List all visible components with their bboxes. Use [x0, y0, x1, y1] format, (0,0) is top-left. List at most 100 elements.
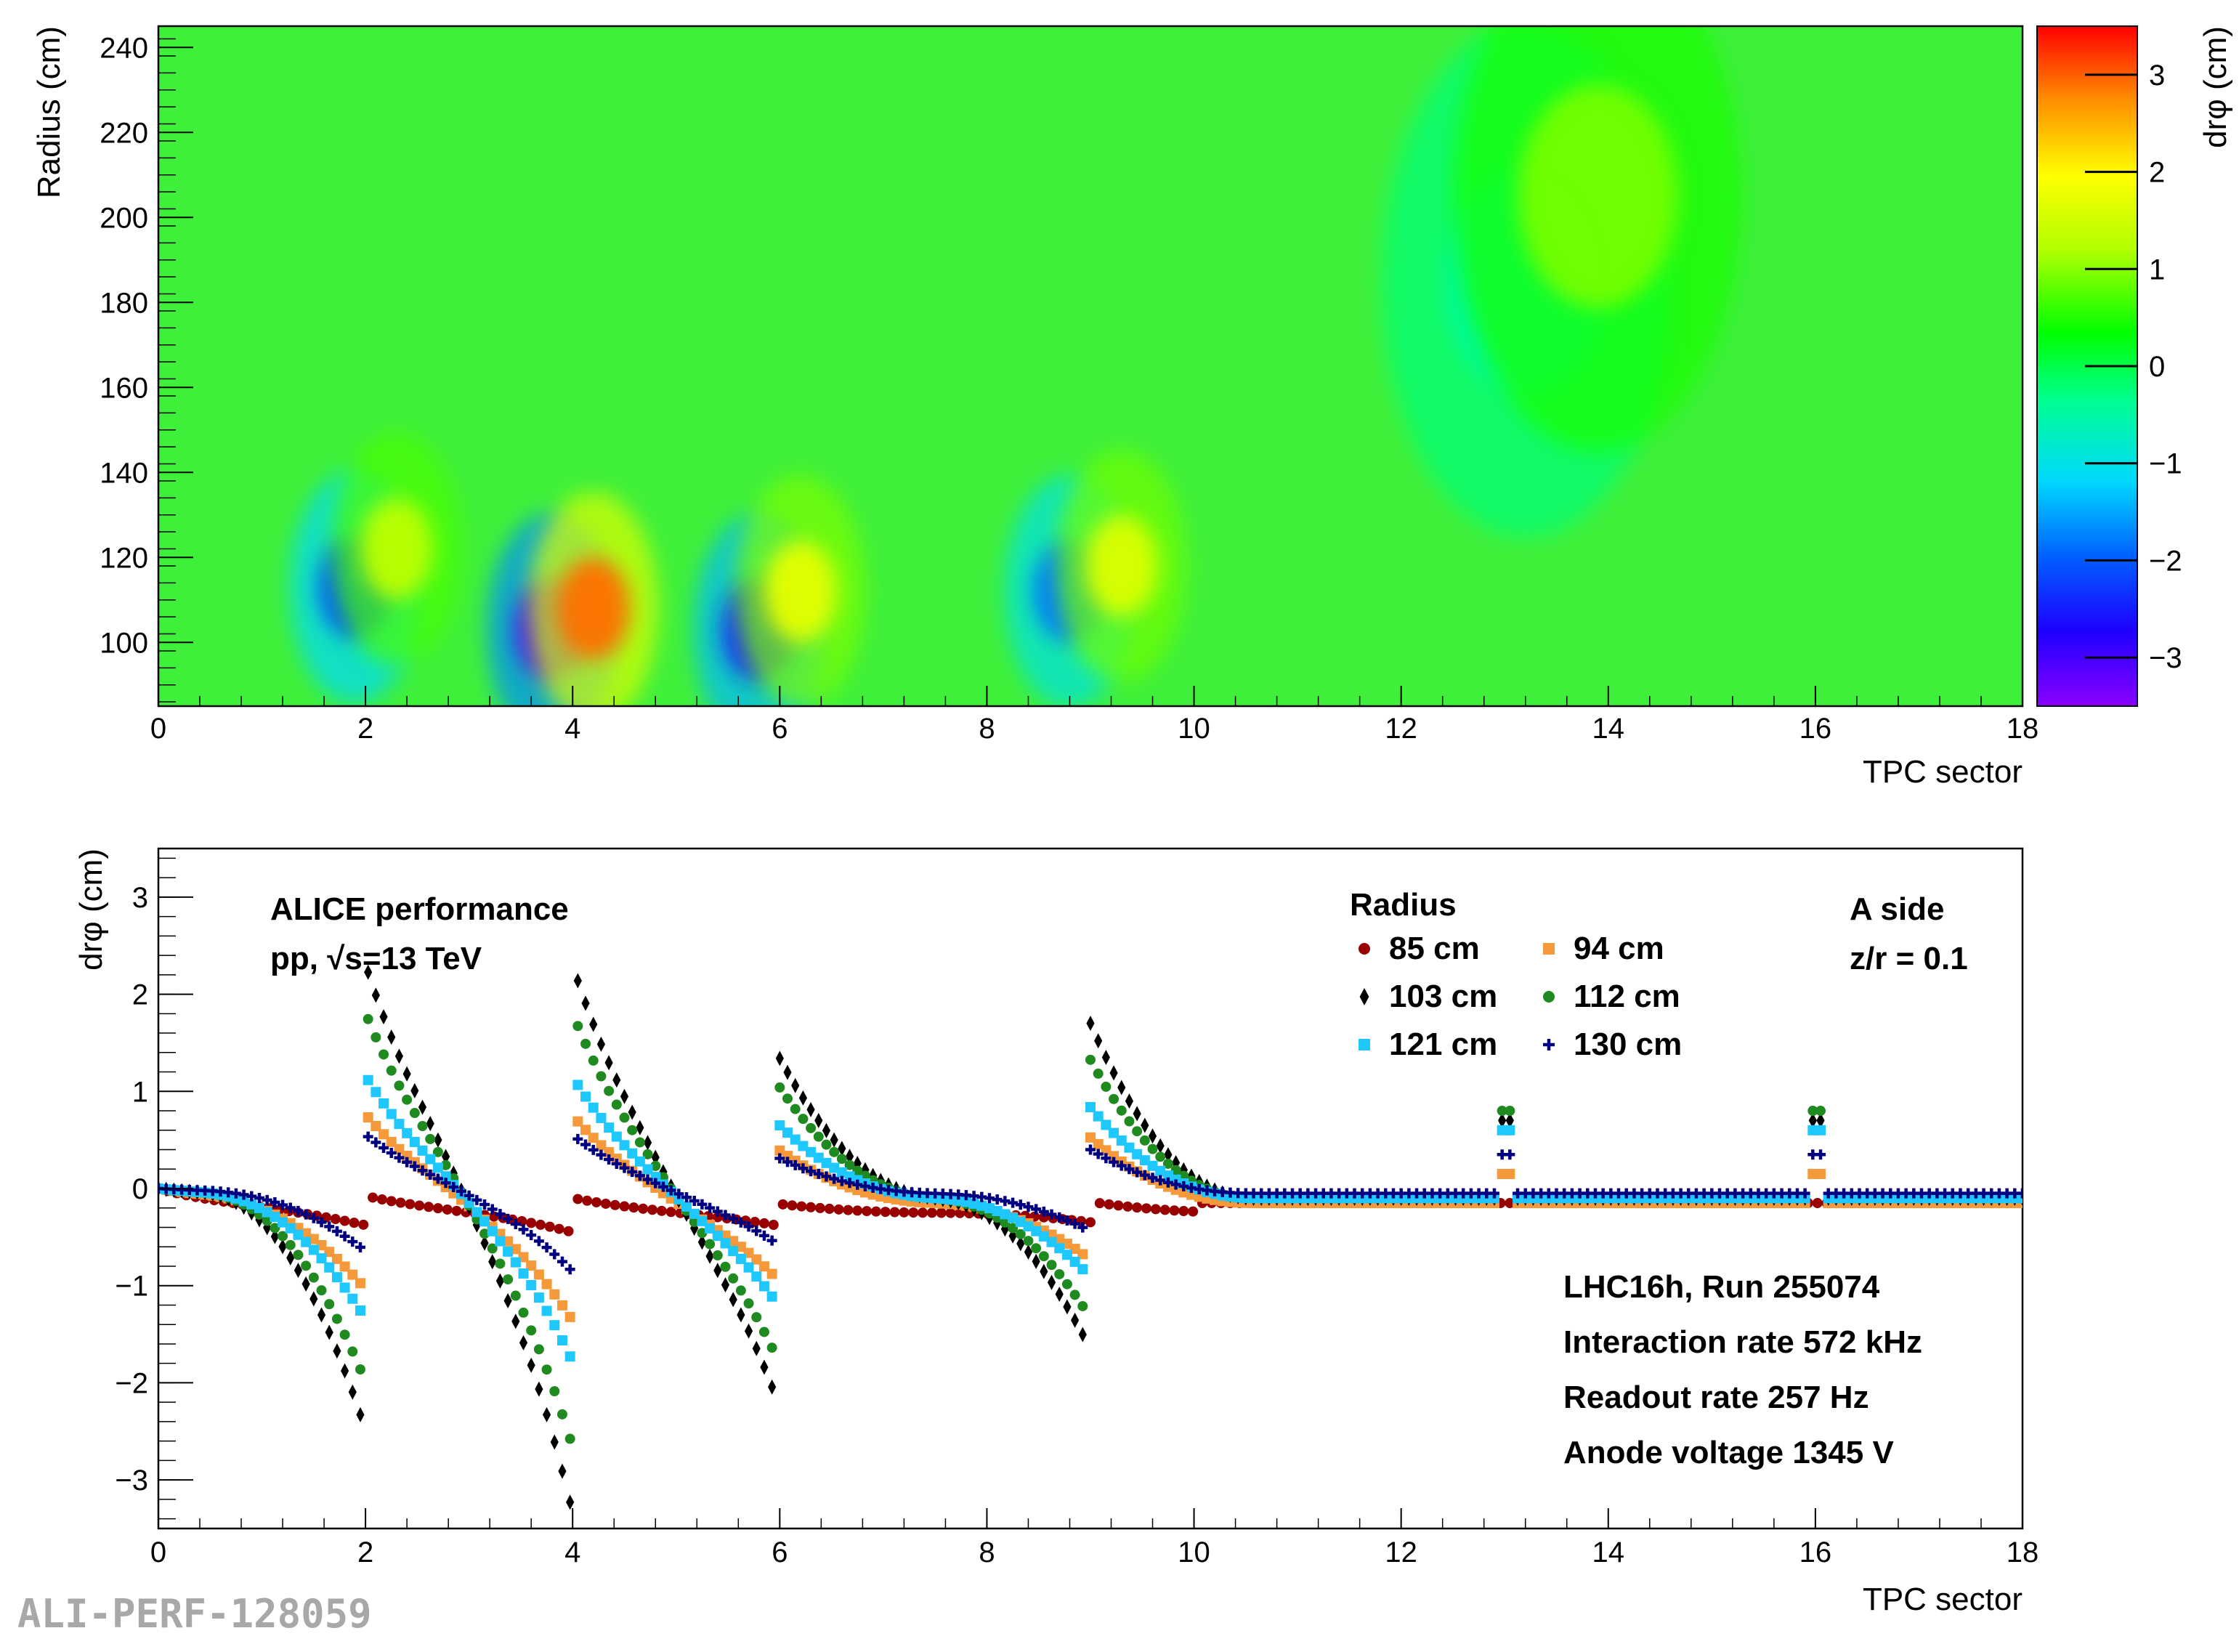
- legend: 85 cm 94 cm 103 cm 112 cm 121 cm 130 cm: [1359, 931, 1682, 1062]
- data-point-4: [1147, 1160, 1158, 1171]
- data-point-4: [1046, 1236, 1057, 1247]
- data-point-5: [556, 1256, 567, 1267]
- data-point-4: [278, 1217, 288, 1228]
- data-point-3: [1077, 1300, 1088, 1311]
- data-point-1: [355, 1278, 365, 1289]
- data-point-5: [1124, 1164, 1135, 1175]
- colorbar-tick-label-2: −1: [2149, 448, 2182, 480]
- heatmap-features: [289, 26, 1742, 706]
- legend-label-3: 112 cm: [1574, 979, 1680, 1014]
- data-point-0: [386, 1196, 397, 1207]
- data-point-2: [317, 1307, 326, 1323]
- data-point-4: [806, 1146, 817, 1157]
- data-point-4: [836, 1167, 847, 1178]
- data-point-5: [308, 1212, 319, 1223]
- data-point-1: [728, 1236, 739, 1247]
- data-point-4: [689, 1208, 700, 1219]
- data-point-4: [432, 1162, 443, 1173]
- data-point-0: [424, 1202, 434, 1212]
- data-point-2: [270, 1228, 279, 1244]
- data-point-0: [1132, 1202, 1143, 1213]
- scatter-y-label: drφ (cm): [73, 849, 109, 971]
- data-point-3: [859, 1170, 870, 1181]
- data-point-0: [572, 1194, 583, 1204]
- data-point-0: [451, 1205, 462, 1216]
- data-point-3: [1008, 1223, 1019, 1234]
- heatmap-y-tick-label-3: 160: [100, 372, 148, 404]
- info-anode-voltage: Anode voltage 1345 V: [1563, 1435, 1894, 1470]
- data-point-5: [1093, 1149, 1104, 1159]
- data-point-3: [697, 1228, 708, 1239]
- data-point-5: [339, 1231, 350, 1242]
- scatter-x-tick-label-1: 2: [357, 1536, 373, 1568]
- data-point-2: [620, 1088, 629, 1104]
- data-point-4: [596, 1112, 607, 1123]
- data-point-1: [758, 1261, 769, 1272]
- data-point-3: [301, 1260, 312, 1271]
- data-point-1: [518, 1252, 529, 1263]
- data-point-4: [782, 1127, 793, 1138]
- data-point-1: [588, 1133, 599, 1143]
- data-point-5: [829, 1173, 840, 1184]
- data-point-2: [1498, 1112, 1507, 1128]
- data-point-3: [821, 1139, 832, 1150]
- data-point-2: [379, 1009, 388, 1025]
- data-point-4: [650, 1172, 661, 1183]
- data-point-3: [479, 1228, 490, 1239]
- data-point-1: [371, 1121, 381, 1132]
- data-point-4: [1008, 1212, 1019, 1223]
- data-point-5: [665, 1185, 676, 1196]
- data-point-2: [1109, 1065, 1118, 1081]
- side-label: A side: [1850, 891, 1944, 927]
- data-point-3: [510, 1290, 521, 1301]
- heatmap-blob-7: [1085, 514, 1158, 617]
- data-point-5: [782, 1157, 793, 1167]
- data-point-4: [821, 1157, 832, 1168]
- data-point-1: [339, 1261, 350, 1272]
- data-point-5: [425, 1169, 436, 1180]
- data-point-2: [853, 1155, 862, 1171]
- data-point-1: [611, 1153, 622, 1164]
- heatmap-frame: [157, 25, 2024, 708]
- data-point-4: [751, 1271, 762, 1282]
- data-point-1: [1093, 1138, 1104, 1149]
- data-point-2: [752, 1340, 761, 1356]
- data-point-0: [432, 1203, 443, 1214]
- data-point-4: [549, 1320, 560, 1331]
- data-point-3: [1178, 1170, 1189, 1181]
- scatter-y-axis: −3 −2 −1 0 1 2 3: [115, 857, 193, 1520]
- data-point-4: [355, 1305, 365, 1316]
- data-point-5: [1815, 1149, 1826, 1160]
- data-point-2: [527, 1357, 535, 1373]
- data-point-2: [1040, 1263, 1048, 1279]
- data-point-5: [673, 1189, 684, 1199]
- data-point-4: [1061, 1250, 1072, 1260]
- data-point-2: [628, 1104, 636, 1120]
- data-point-4: [992, 1205, 1003, 1216]
- data-point-0: [758, 1218, 769, 1228]
- heatmap-x-tick-label-5: 10: [1178, 713, 1210, 745]
- data-point-2: [791, 1077, 800, 1093]
- legend-label-5: 130 cm: [1574, 1027, 1682, 1062]
- heatmap-y-axis: 100 120 140 160 180 200 220 240: [100, 32, 193, 702]
- data-point-0: [544, 1221, 555, 1232]
- colorbar-tick-label-0: −3: [2149, 642, 2182, 674]
- colorbar-tick-label-4: 1: [2149, 254, 2165, 286]
- data-point-5: [580, 1139, 591, 1150]
- data-point-4: [518, 1268, 529, 1279]
- data-point-4: [2017, 1193, 2023, 1204]
- data-point-5: [572, 1133, 583, 1144]
- data-point-2: [495, 1273, 505, 1289]
- data-point-2: [301, 1276, 310, 1292]
- data-point-3: [378, 1049, 389, 1060]
- data-point-0: [638, 1203, 649, 1214]
- data-point-5: [394, 1152, 405, 1163]
- data-point-3: [790, 1104, 801, 1114]
- data-point-3: [487, 1243, 498, 1254]
- data-point-1: [1085, 1132, 1096, 1143]
- legend-title: Radius: [1350, 887, 1457, 923]
- data-point-5: [1170, 1179, 1181, 1190]
- data-point-2: [822, 1122, 831, 1138]
- data-point-3: [1038, 1251, 1049, 1262]
- data-point-5: [471, 1194, 482, 1205]
